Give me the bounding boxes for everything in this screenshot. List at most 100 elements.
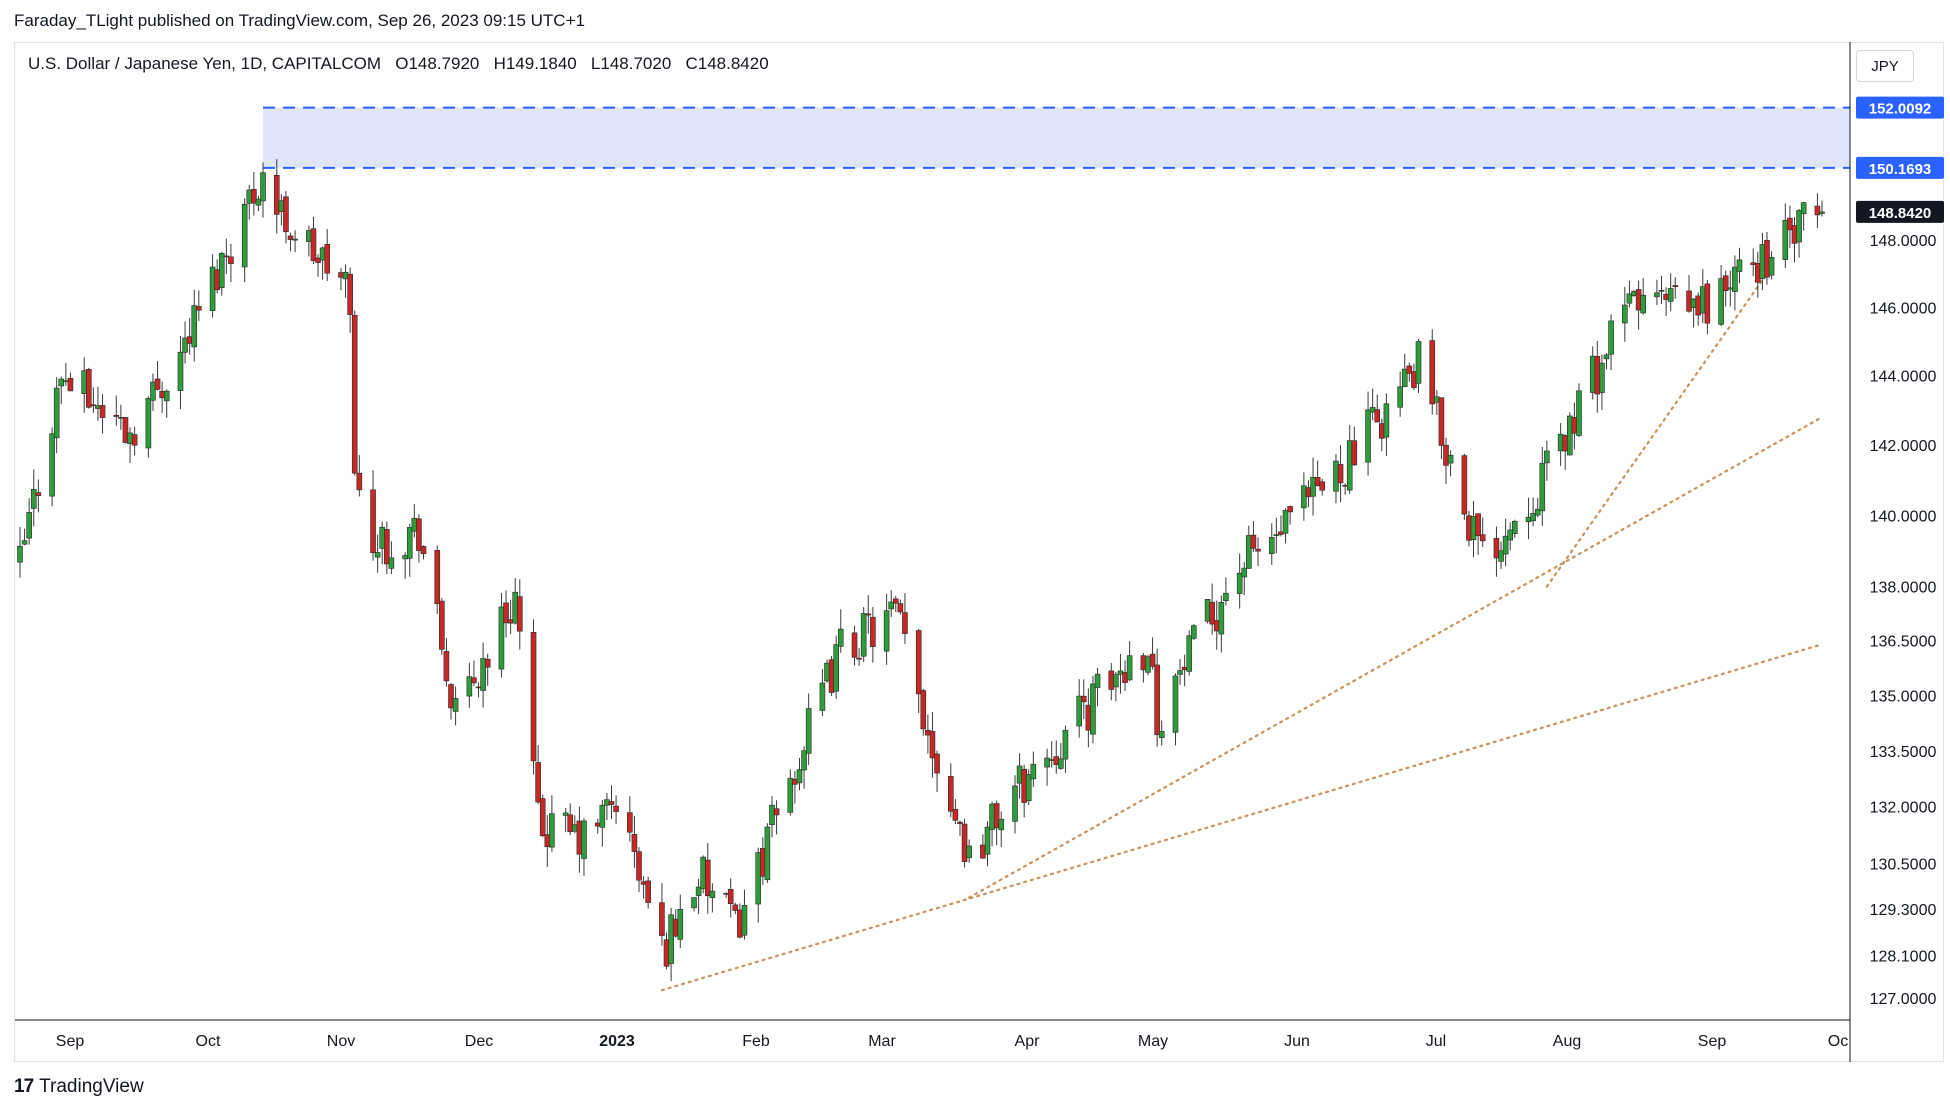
- candle: [1030, 751, 1037, 788]
- candle: [1654, 279, 1660, 305]
- candle: [159, 381, 165, 414]
- candle-body: [1149, 653, 1156, 667]
- y-tick-label: 146.0000: [1870, 300, 1937, 317]
- candle: [1429, 329, 1436, 415]
- candle: [512, 578, 519, 625]
- candle: [1589, 346, 1596, 400]
- candle-body: [737, 909, 743, 938]
- candle-body: [351, 314, 358, 474]
- candle-body: [99, 405, 106, 418]
- candle: [1663, 287, 1669, 317]
- candle-body: [948, 775, 954, 812]
- candle: [475, 682, 482, 698]
- candle: [1704, 279, 1711, 335]
- candle: [63, 363, 69, 386]
- candle-body: [1268, 537, 1275, 554]
- candle: [1158, 720, 1165, 746]
- candle-body: [897, 603, 904, 613]
- candle: [902, 593, 908, 644]
- candle: [452, 686, 459, 726]
- candle-body: [443, 651, 450, 682]
- candle-body: [85, 368, 92, 408]
- candle: [1544, 440, 1550, 481]
- candle: [246, 184, 253, 220]
- candle: [416, 514, 422, 563]
- candle: [1191, 623, 1197, 640]
- candle: [709, 883, 716, 913]
- candle-body: [1021, 768, 1027, 803]
- price-tag-label: 150.1693: [1869, 161, 1932, 178]
- candle-body: [627, 812, 633, 833]
- candle-body: [35, 492, 42, 496]
- candle-body: [1062, 729, 1069, 760]
- candle-body: [608, 801, 615, 805]
- candle: [530, 619, 537, 775]
- candle-body: [466, 676, 473, 697]
- y-tick-label: 130.5000: [1870, 856, 1937, 873]
- candle: [549, 795, 555, 852]
- candle: [1085, 688, 1092, 748]
- candle: [1379, 418, 1385, 452]
- candle-body: [1699, 286, 1706, 314]
- candle: [576, 806, 583, 873]
- price-tag-bg: [1856, 156, 1944, 179]
- currency-button[interactable]: JPY: [1856, 50, 1914, 82]
- candle: [1626, 280, 1633, 308]
- candle-body: [594, 822, 601, 827]
- candle-body: [819, 682, 826, 711]
- candle: [118, 404, 124, 430]
- candle-body: [1434, 396, 1440, 403]
- candle-body: [1301, 485, 1307, 509]
- candle: [691, 897, 697, 912]
- candle-body: [769, 804, 775, 826]
- candle-body: [384, 529, 390, 565]
- candle-body: [1695, 295, 1701, 316]
- candle: [1814, 193, 1821, 228]
- candle-body: [773, 808, 780, 816]
- candle: [1241, 561, 1248, 596]
- candle: [154, 361, 161, 391]
- candle: [851, 625, 858, 666]
- candle-body: [961, 823, 968, 862]
- candle: [677, 894, 684, 949]
- candle: [1342, 483, 1348, 495]
- candle: [819, 669, 826, 716]
- candle: [952, 799, 959, 825]
- candle: [26, 498, 32, 545]
- candle-body: [1727, 287, 1734, 290]
- candle-body: [865, 613, 872, 616]
- candle-body: [1690, 298, 1697, 308]
- candle-body: [1498, 550, 1504, 562]
- candle-body: [1819, 211, 1825, 214]
- candle-body: [613, 805, 619, 812]
- tradingview-footer[interactable]: 17 TradingView: [14, 1076, 144, 1098]
- candle-body: [1140, 655, 1147, 671]
- candle: [1287, 505, 1293, 525]
- candle-body: [1502, 535, 1509, 555]
- candle-body: [246, 189, 253, 204]
- candle-body: [1594, 356, 1601, 395]
- candle: [223, 238, 230, 275]
- candle: [1397, 371, 1403, 417]
- candle: [1699, 269, 1706, 324]
- candle: [737, 903, 743, 939]
- candle: [645, 876, 651, 909]
- candle-body: [1080, 695, 1087, 703]
- candle: [704, 842, 711, 914]
- candle-body: [1058, 758, 1064, 769]
- candle-body: [636, 851, 642, 881]
- candle: [319, 246, 326, 280]
- candle: [1461, 453, 1468, 520]
- candle-body: [452, 698, 459, 712]
- candle-body: [860, 613, 867, 657]
- candle-body: [1557, 433, 1564, 452]
- candle: [929, 711, 936, 778]
- candle-body: [1479, 534, 1486, 542]
- candle: [773, 800, 780, 835]
- candle: [1044, 748, 1050, 786]
- candle-body: [1351, 440, 1358, 466]
- candle: [1498, 541, 1504, 569]
- candle: [796, 757, 803, 791]
- candle: [1383, 393, 1390, 456]
